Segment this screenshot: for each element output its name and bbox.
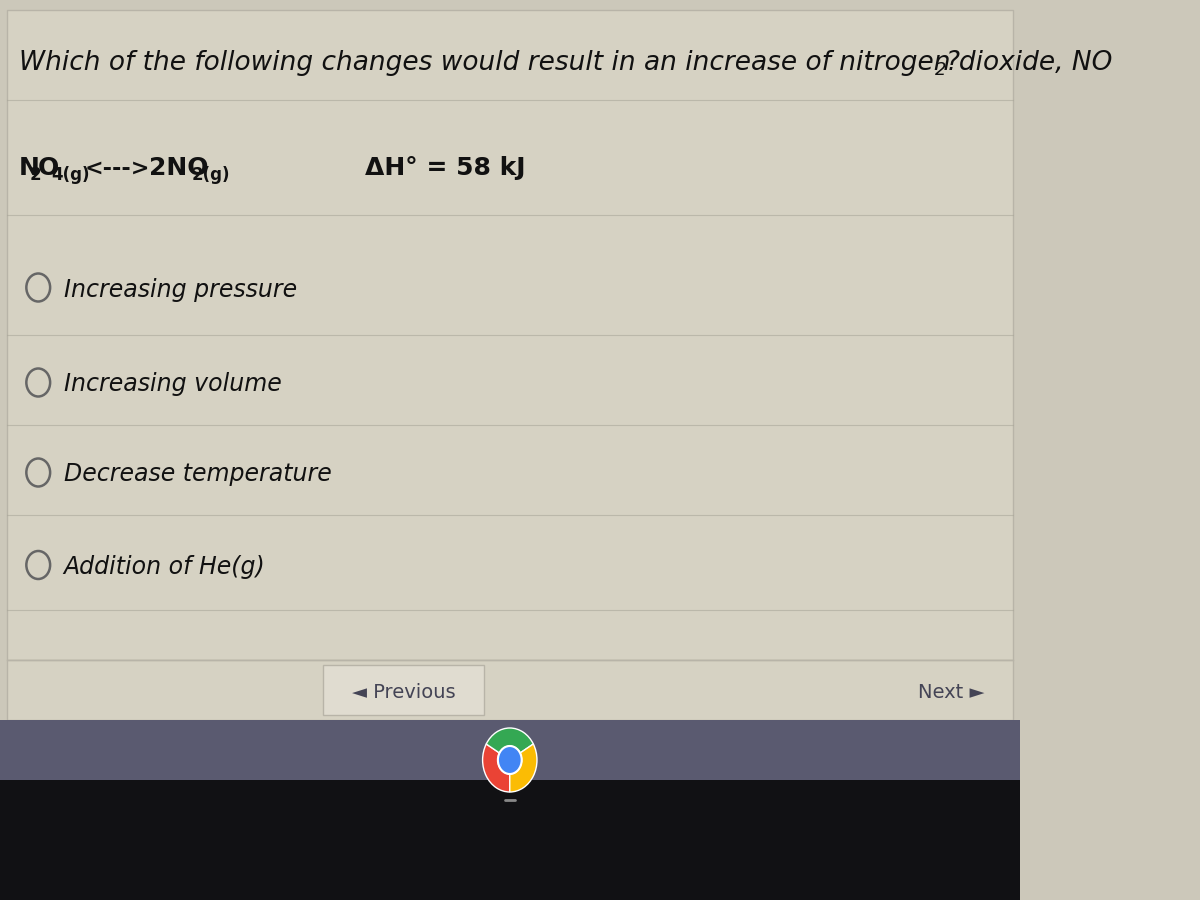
Text: Which of the following changes would result in an increase of nitrogen dioxide, : Which of the following changes would res… — [19, 50, 1112, 76]
Wedge shape — [510, 744, 536, 792]
Text: 2(g): 2(g) — [191, 166, 229, 184]
Text: Addition of He(g): Addition of He(g) — [64, 555, 265, 579]
Bar — [0, 720, 1020, 780]
Bar — [7, 660, 1013, 720]
Bar — [323, 665, 485, 715]
Text: 2: 2 — [935, 61, 946, 79]
Text: 2NO: 2NO — [149, 156, 208, 180]
Wedge shape — [482, 744, 510, 792]
Text: ?: ? — [946, 50, 960, 76]
Text: 2: 2 — [30, 166, 41, 184]
Text: ΔH° = 58 kJ: ΔH° = 58 kJ — [365, 156, 526, 180]
Text: O: O — [37, 156, 59, 180]
Text: Next ►: Next ► — [918, 682, 984, 701]
Text: Increasing volume: Increasing volume — [64, 373, 282, 397]
Bar — [7, 10, 1013, 660]
Wedge shape — [486, 728, 533, 753]
Text: <--->: <---> — [85, 158, 150, 180]
Text: ◄ Previous: ◄ Previous — [352, 682, 455, 701]
Text: Increasing pressure: Increasing pressure — [64, 277, 296, 302]
Text: Decrease temperature: Decrease temperature — [64, 463, 331, 487]
Circle shape — [498, 746, 522, 774]
Text: N: N — [19, 156, 40, 180]
Bar — [0, 780, 1020, 900]
Text: 4(g): 4(g) — [50, 166, 90, 184]
